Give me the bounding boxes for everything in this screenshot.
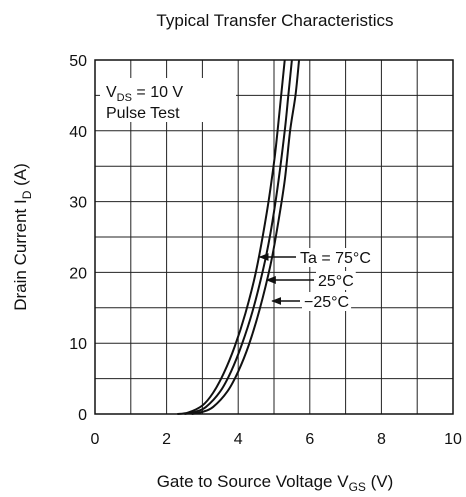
annotation-label: Ta = 75°C — [300, 250, 371, 267]
conditions-background — [100, 78, 236, 122]
y-tick-label: 30 — [69, 195, 87, 212]
annotation-label: 25°C — [318, 273, 354, 290]
y-tick-label: 20 — [69, 265, 87, 282]
x-tick-label: 6 — [305, 431, 314, 448]
annotation-label: −25°C — [304, 294, 349, 311]
annotation-label-background — [302, 292, 352, 311]
y-tick-label: 10 — [69, 336, 87, 353]
y-axis-label: Drain Current ID (A) — [11, 163, 34, 311]
annotations: Ta = 75°C 25°C −25°C — [258, 248, 373, 311]
grid — [95, 60, 453, 414]
y-tick-label: 50 — [69, 53, 87, 70]
series-line-1 — [184, 59, 293, 415]
x-tick-label: 8 — [377, 431, 386, 448]
x-tick-label: 2 — [162, 431, 171, 448]
x-tick-label: 0 — [91, 431, 100, 448]
y-tick-label: 40 — [69, 124, 87, 141]
conditions-pulse: Pulse Test — [106, 105, 180, 122]
ticks: 0 2 4 6 8 10 0 10 20 30 40 50 — [69, 53, 462, 448]
conditions-vds: VDS = 10 V — [106, 84, 183, 104]
annotation-label-background — [298, 248, 373, 267]
series-line-2 — [191, 59, 301, 415]
chart-title: Typical Transfer Characteristics — [156, 11, 393, 30]
annotation-label-background — [316, 271, 356, 290]
x-tick-label: 10 — [444, 431, 462, 448]
series-line-0 — [177, 59, 286, 415]
y-tick-label: 0 — [78, 407, 87, 424]
x-axis-label: Gate to Source Voltage VGS (V) — [157, 472, 394, 494]
x-tick-label: 4 — [234, 431, 243, 448]
plot-frame — [94, 59, 454, 415]
series-group — [177, 59, 301, 415]
